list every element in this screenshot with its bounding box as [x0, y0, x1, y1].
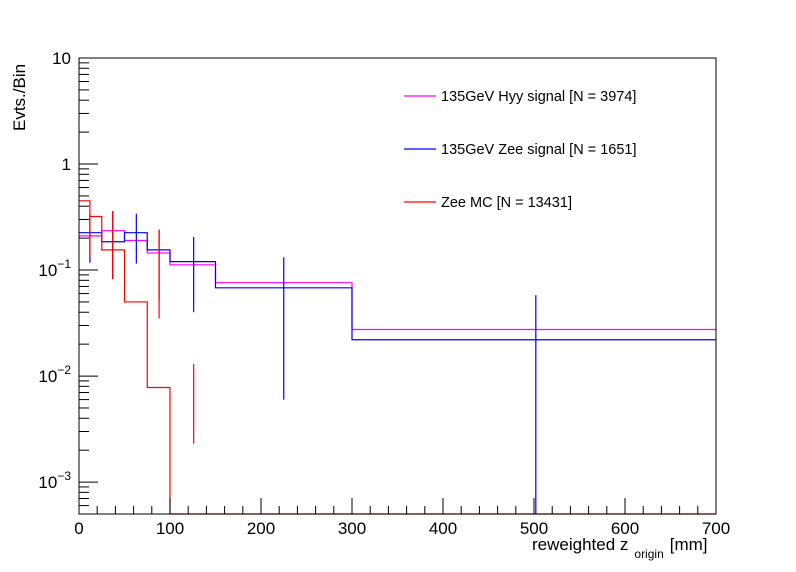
x-tick-label: 100 — [156, 519, 184, 538]
legend-entry: Zee MC [N = 13431] — [404, 195, 572, 211]
y-tick-base: 10 — [38, 367, 57, 386]
y-tick-base: 10 — [38, 261, 57, 280]
x-axis-title-subscript: origin — [634, 547, 663, 561]
x-tick-label: 0 — [74, 519, 83, 538]
y-tick-exponent: −1 — [57, 257, 71, 271]
x-tick-label: 500 — [520, 519, 548, 538]
y-tick-label: 10 — [52, 49, 71, 68]
legend-label: 135GeV Hyy signal [N = 3974] — [441, 89, 636, 105]
y-tick-label: 1 — [62, 155, 71, 174]
y-tick-label: 10−1 — [38, 257, 71, 280]
legend: 135GeV Hyy signal [N = 3974] 135GeV Zee s… — [404, 89, 636, 211]
legend-label: 135GeV Zee signal [N = 1651] — [441, 142, 636, 158]
x-tick-label: 200 — [247, 519, 275, 538]
x-axis-title-unit: [mm] — [670, 535, 708, 554]
y-tick-label: 10−2 — [38, 363, 71, 386]
x-tick-label: 400 — [429, 519, 457, 538]
x-axis-title-main: reweighted z — [532, 535, 628, 554]
y-axis-title: Evts./Bin — [10, 64, 29, 131]
x-tick-label: 600 — [611, 519, 639, 538]
x-tick-label: 300 — [338, 519, 366, 538]
y-tick-exponent: −2 — [57, 363, 71, 377]
x-tick-label: 700 — [702, 519, 730, 538]
x-axis-title: reweighted z origin [mm] — [532, 535, 708, 561]
legend-entry: 135GeV Zee signal [N = 1651] — [404, 142, 636, 158]
y-tick-label: 10−3 — [38, 469, 71, 492]
y-tick-exponent: −3 — [57, 469, 71, 483]
legend-entry: 135GeV Hyy signal [N = 3974] — [404, 89, 636, 105]
y-tick-base: 10 — [38, 473, 57, 492]
legend-label: Zee MC [N = 13431] — [441, 195, 572, 211]
